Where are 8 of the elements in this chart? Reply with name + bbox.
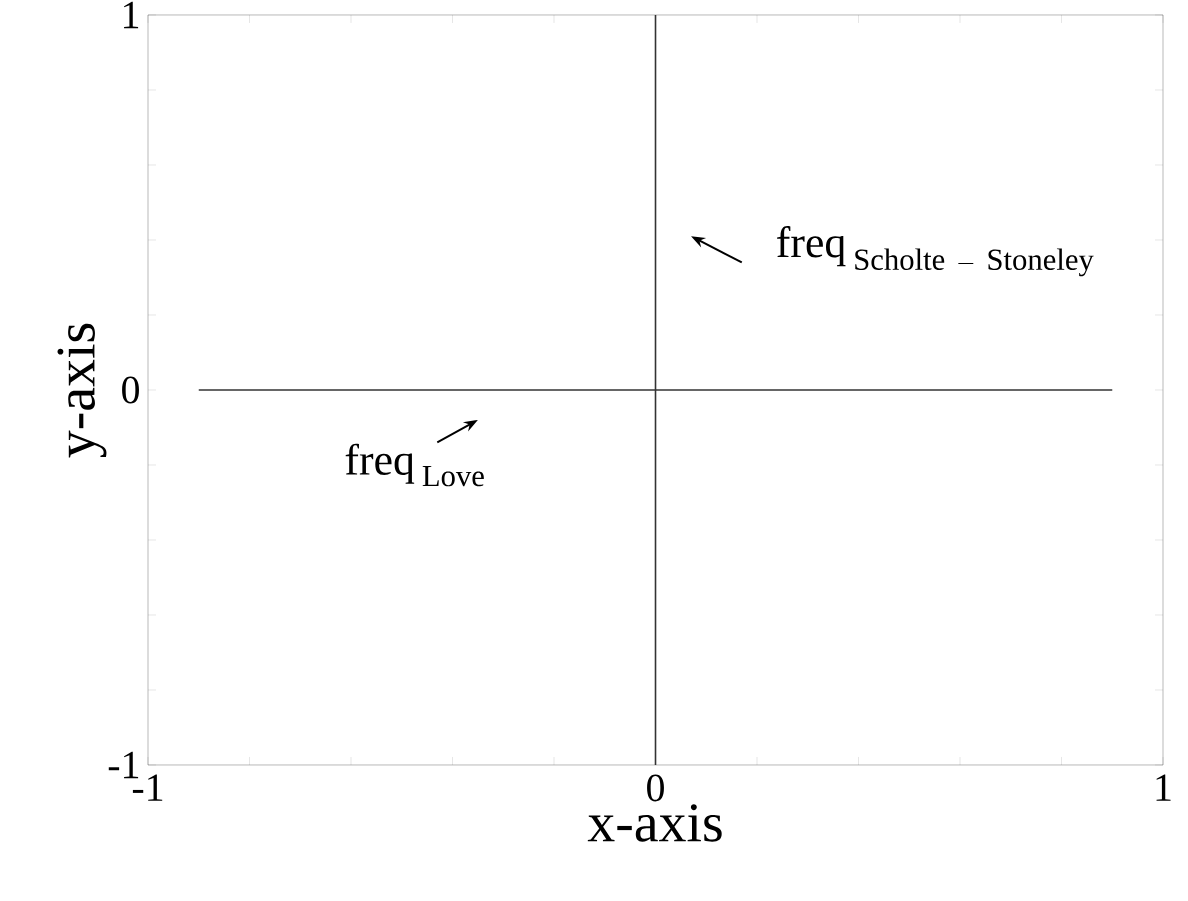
annotation: $\mathrm{freq}_{\;\mathrm{Scholte\ -\ Stoneley}}$ [777,226,1094,277]
annotation: $\mathrm{freq}_{\;\mathrm{Love}}$ [345,443,484,487]
y-tick-label: 0 [122,376,139,404]
y-axis-title: y-axis [57,323,107,458]
x-tick-label: 0 [647,774,664,802]
x-axis-title: x-axis [587,804,722,842]
x-tick-label: 1 [1156,774,1171,801]
y-tick-label: 1 [124,1,139,29]
